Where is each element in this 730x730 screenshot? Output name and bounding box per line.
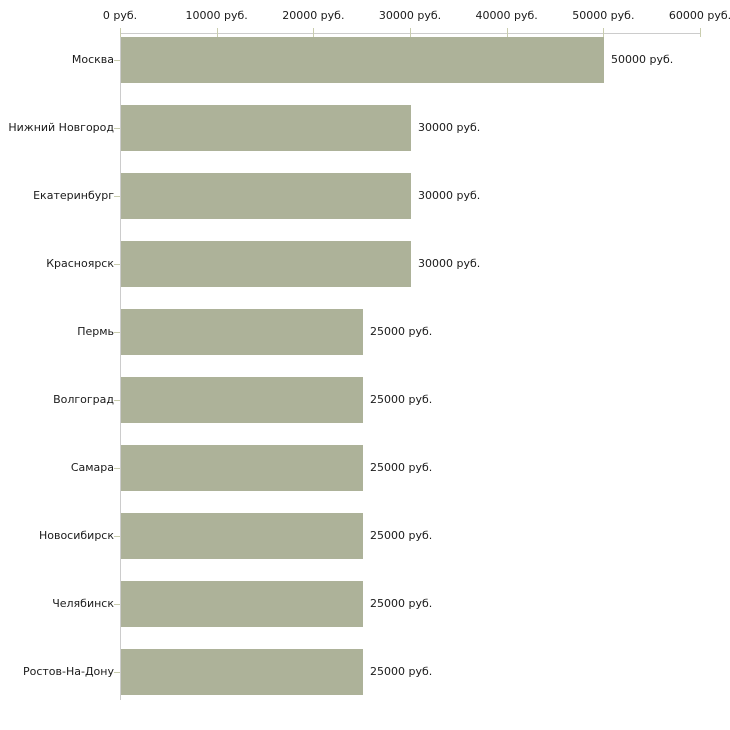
- x-tick-mark: [120, 28, 121, 37]
- bar-value-label: 30000 руб.: [418, 257, 481, 270]
- x-tick-mark: [216, 28, 218, 37]
- x-tick-mark: [410, 28, 411, 37]
- bar-value-label: 25000 руб.: [370, 597, 433, 610]
- bar: [121, 105, 411, 151]
- bar: [121, 445, 363, 491]
- bar-value-label: 25000 руб.: [370, 665, 433, 678]
- category-label: Челябинск: [52, 597, 114, 610]
- y-tick-mark: [114, 60, 120, 61]
- bar: [121, 581, 363, 627]
- x-tick-mark: [506, 28, 508, 37]
- y-tick-mark: [114, 264, 120, 265]
- category-label: Москва: [71, 53, 114, 66]
- category-label: Ростов-На-Дону: [22, 665, 114, 678]
- x-tick-label: 20000 руб.: [282, 9, 345, 22]
- bar-value-label: 30000 руб.: [418, 121, 481, 134]
- y-tick-mark: [114, 536, 120, 537]
- category-label: Новосибирск: [38, 529, 114, 542]
- x-tick-mark: [700, 28, 701, 37]
- bar: [121, 37, 604, 83]
- bar-value-label: 25000 руб.: [370, 325, 433, 338]
- x-tick-label: 30000 руб.: [378, 9, 442, 22]
- category-label: Самара: [70, 461, 114, 474]
- x-tick-label: 40000 руб.: [475, 9, 538, 22]
- category-label: Пермь: [77, 325, 114, 338]
- x-tick-label: 60000 руб.: [668, 9, 730, 22]
- bar: [121, 173, 411, 219]
- bar-value-label: 25000 руб.: [370, 529, 433, 542]
- bar-value-label: 25000 руб.: [370, 393, 433, 406]
- x-tick-label: 0 руб.: [102, 9, 138, 22]
- bar: [121, 649, 363, 695]
- bar-value-label: 25000 руб.: [370, 461, 433, 474]
- y-tick-mark: [114, 604, 120, 605]
- bar: [121, 513, 363, 559]
- x-tick-mark: [313, 28, 315, 37]
- x-tick-label: 50000 руб.: [572, 9, 635, 22]
- x-tick-mark: [603, 28, 605, 37]
- x-tick-label: 10000 руб.: [185, 9, 248, 22]
- y-tick-mark: [114, 196, 120, 197]
- y-axis-line: [120, 33, 121, 700]
- category-label: Нижний Новгород: [8, 121, 114, 134]
- bar-value-label: 30000 руб.: [418, 189, 481, 202]
- y-tick-mark: [114, 672, 120, 673]
- bar-value-label: 50000 руб.: [611, 53, 674, 66]
- bar: [121, 377, 363, 423]
- y-tick-mark: [114, 468, 120, 469]
- bar: [121, 309, 363, 355]
- category-label: Красноярск: [46, 257, 114, 270]
- category-label: Волгоград: [53, 393, 114, 406]
- y-tick-mark: [114, 332, 120, 333]
- category-label: Екатеринбург: [33, 189, 114, 202]
- y-tick-mark: [114, 400, 120, 401]
- y-tick-mark: [114, 128, 120, 129]
- bar: [121, 241, 411, 287]
